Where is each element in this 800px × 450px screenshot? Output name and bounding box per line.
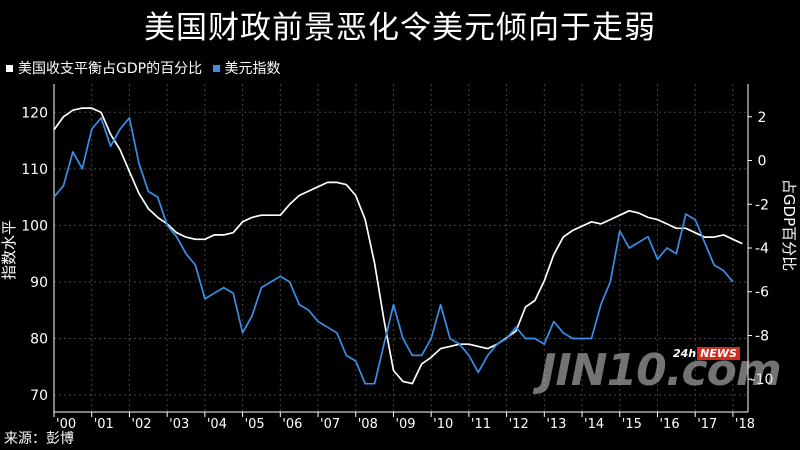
watermark-logo: JIN10.com 24h NEWS <box>540 345 782 405</box>
x-tick-label: '03 <box>169 417 189 432</box>
y-right-tick-label: -6 <box>755 285 769 301</box>
source-note: 来源：彭博 <box>4 431 74 447</box>
x-tick-label: '18 <box>735 417 755 432</box>
x-tick-label: '02 <box>131 417 151 432</box>
watermark-badge: 24h NEWS <box>673 347 740 360</box>
x-tick-label: '04 <box>207 417 227 432</box>
legend: 美国收支平衡占GDP的百分比 美元指数 <box>6 58 287 78</box>
axes: 70 80 90 100 110 120 2 0 -2 -4 -6 -8 -10 '00 '01 '02 '03… <box>21 84 773 432</box>
y-left-tick-label: 120 <box>21 105 48 121</box>
watermark-badge-prefix: 24h <box>673 347 697 360</box>
x-tick-label: '10 <box>433 417 453 432</box>
x-tick-label: '01 <box>94 417 114 432</box>
legend-item-dxy: 美元指数 <box>212 61 281 77</box>
x-tick-label: '16 <box>659 417 679 432</box>
series-line-balance <box>53 107 743 385</box>
y-right-tick-label: -4 <box>755 241 769 257</box>
watermark-badge-news: NEWS <box>697 347 740 360</box>
x-tick-label: '12 <box>509 417 529 432</box>
y-left-tick-label: 110 <box>21 162 48 178</box>
legend-item-balance: 美国收支平衡占GDP的百分比 <box>6 61 207 77</box>
chart-title: 美国财政前景恶化令美元倾向于走弱 <box>144 10 656 46</box>
legend-swatch-balance <box>6 65 13 72</box>
x-tick-label: '14 <box>584 417 604 432</box>
x-tick-label: '09 <box>395 417 415 432</box>
x-tick-label: '15 <box>622 417 642 432</box>
y-right-tick-label: -2 <box>755 197 769 213</box>
y-right-axis-label: 占GDP百分比 <box>780 179 798 271</box>
y-left-tick-label: 100 <box>21 218 48 234</box>
watermark-text: JIN10.com <box>540 345 782 396</box>
y-right-tick-label: 0 <box>758 154 767 170</box>
y-right-tick-label: 2 <box>758 110 767 126</box>
x-tick-label: '17 <box>697 417 717 432</box>
y-right-tick-label: -8 <box>755 328 769 344</box>
y-left-tick-label: 90 <box>30 275 48 291</box>
series-lines <box>53 107 743 385</box>
y-right-tick-label: -10 <box>751 372 774 388</box>
x-tick-label: '13 <box>546 417 566 432</box>
x-tick-label: '08 <box>358 417 378 432</box>
legend-label-dxy: 美元指数 <box>224 61 281 77</box>
x-tick-label: '00 <box>56 417 76 432</box>
y-left-axis-label: 指数水平 <box>0 220 18 280</box>
x-tick-label: '11 <box>471 417 491 432</box>
x-tick-label: '06 <box>282 417 302 432</box>
x-tick-label: '05 <box>245 417 265 432</box>
y-left-tick-label: 70 <box>30 388 48 404</box>
legend-label-balance: 美国收支平衡占GDP的百分比 <box>18 61 203 77</box>
x-tick-label: '07 <box>320 417 340 432</box>
legend-swatch-dxy <box>212 65 220 72</box>
y-left-tick-label: 80 <box>30 331 48 347</box>
series-line-dxy <box>53 117 734 385</box>
